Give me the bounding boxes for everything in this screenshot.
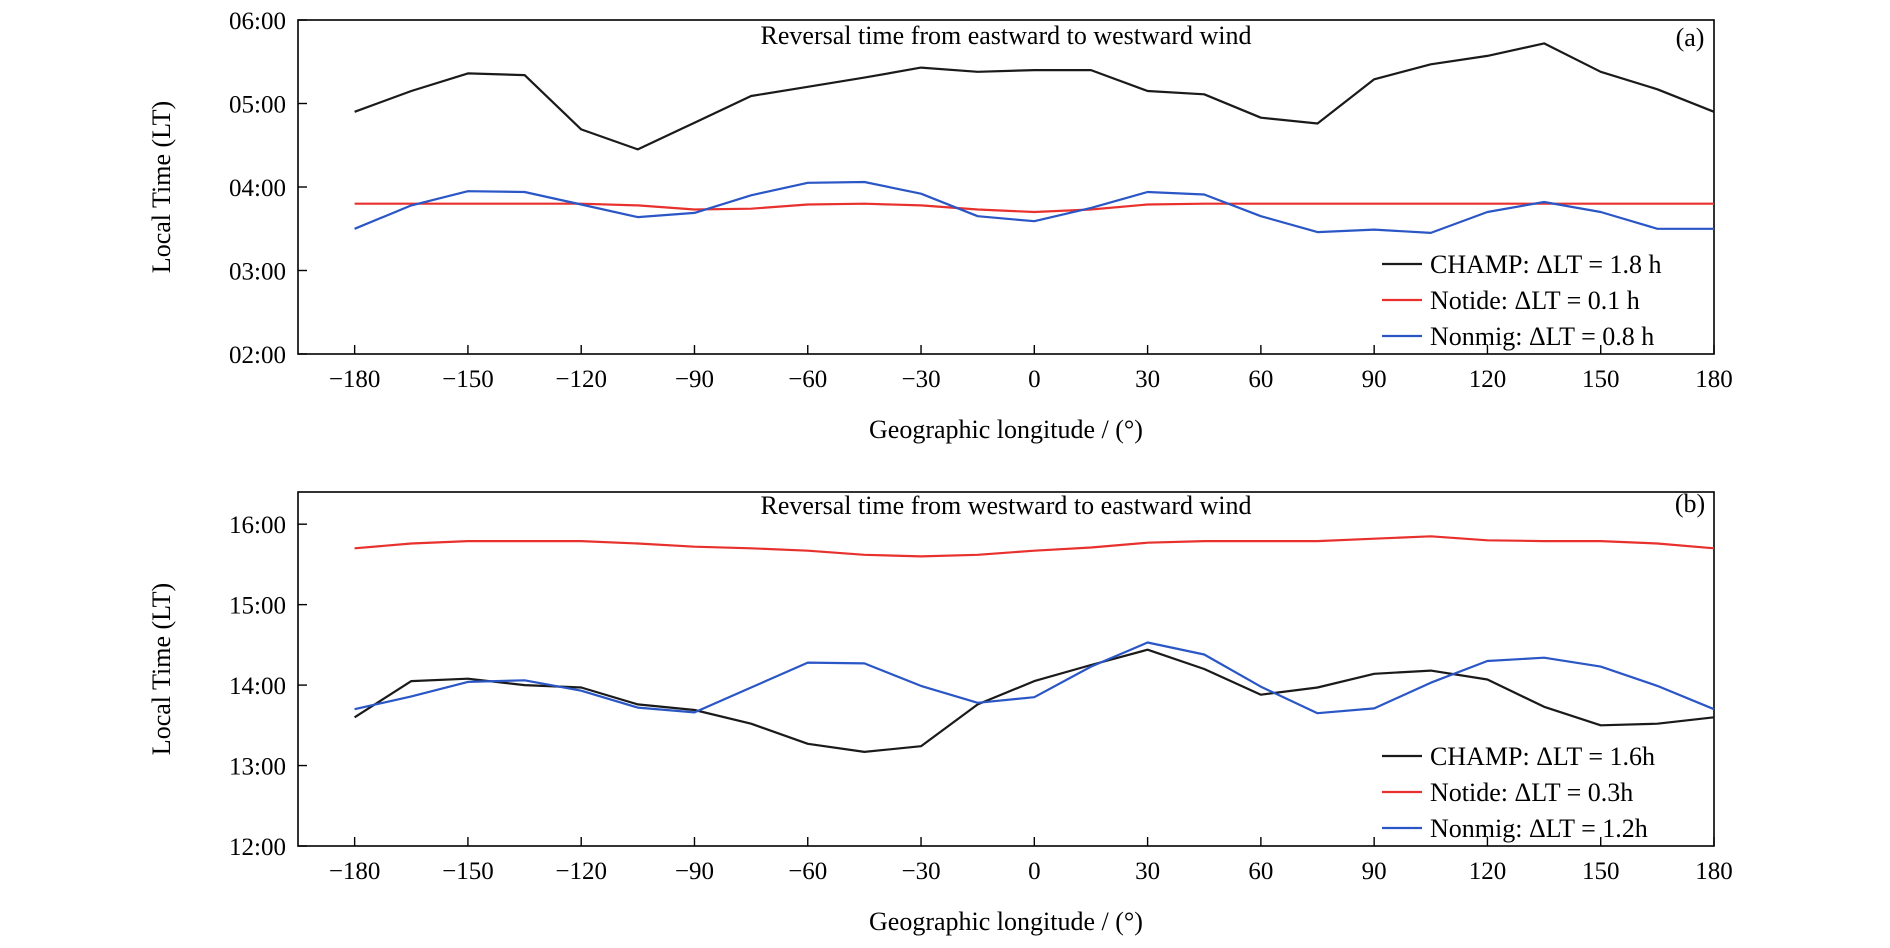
panel-b-series-line-1 [354, 648, 1715, 754]
panel-a-y-tick-label: 06:00 [229, 8, 286, 35]
panel-b-y-tick-label: 15:00 [229, 593, 286, 620]
panel-b-x-tick-label: −120 [555, 858, 607, 885]
panel-a-x-tick-label: −120 [555, 366, 607, 393]
panel-b-y-tick-label: 16:00 [229, 512, 286, 539]
panel-a-legend-entry-2: Notide: ΔLT = 0.1 h [1430, 286, 1640, 315]
panel-b-x-tick-label: −150 [442, 858, 494, 885]
panel-b-x-axis-label: Geographic longitude / (°) [869, 907, 1143, 936]
panel-b-title: Reversal time from westward to eastward … [761, 491, 1252, 520]
panel-b-x-tick-label: 60 [1248, 858, 1273, 885]
panel-b-legend-entry-2: Notide: ΔLT = 0.3h [1430, 778, 1633, 807]
panel-b-legend: CHAMP: ΔLT = 1.6h Notide: ΔLT = 0.3h Nonmi… [1382, 742, 1655, 843]
panel-b-series-line-2 [354, 535, 1715, 558]
panel-b-frame [297, 491, 1715, 847]
panel-a-series-line-1 [354, 42, 1715, 151]
panel-a-series-line-3 [354, 180, 1714, 234]
panel-b-x-tick-label: −30 [901, 858, 940, 885]
panel-b-x-tick-label: 90 [1362, 858, 1387, 885]
panel-a-x-tick-label: 90 [1362, 366, 1387, 393]
panel-a-x-axis-label: Geographic longitude / (°) [869, 415, 1143, 444]
panel-a-series-lines [354, 42, 1715, 234]
panel-b-y-tick-label: 13:00 [229, 754, 286, 781]
panel-b-x-tick-label: 30 [1135, 858, 1160, 885]
panel-a-legend-entry-1: CHAMP: ΔLT = 1.8 h [1430, 250, 1662, 279]
panel-a: Reversal time from eastward to westward … [147, 8, 1733, 444]
panel-b-label: (b) [1675, 489, 1705, 518]
panel-a-x-tick-label: 30 [1135, 366, 1160, 393]
panel-b-series-line-3 [354, 641, 1715, 715]
panel-a-x-tick-label: −60 [788, 366, 827, 393]
panel-a-legend: CHAMP: ΔLT = 1.8 h Notide: ΔLT = 0.1 h Non… [1382, 250, 1662, 351]
panel-a-x-tick-label: −180 [329, 366, 381, 393]
panel-b-x-tick-label: −60 [788, 858, 827, 885]
panel-a-title: Reversal time from eastward to westward … [761, 21, 1252, 50]
panel-b-y-axis-label: Local Time (LT) [147, 583, 176, 755]
panel-b-legend-entry-1: CHAMP: ΔLT = 1.6h [1430, 742, 1655, 771]
panel-b-series-lines [354, 535, 1715, 754]
panel-b-x-tick-label: −180 [329, 858, 381, 885]
panel-b-x-tick-label: 120 [1469, 858, 1507, 885]
panel-a-x-tick-label: −90 [675, 366, 714, 393]
panel-b-y-tick-label: 12:00 [229, 834, 286, 861]
panel-a-ticks: −180 −150 −120 −90 −60 −30 0 30 60 90 120 150 180 02:… [229, 8, 1733, 393]
panel-b-legend-entry-3: Nonmig: ΔLT = 1.2h [1430, 814, 1648, 843]
panel-b-x-tick-label: 180 [1695, 858, 1733, 885]
panel-b-ticks: −180 −150 −120 −90 −60 −30 0 30 60 90 120 150 180 12:… [229, 512, 1733, 885]
panel-a-x-tick-label: 60 [1248, 366, 1273, 393]
panel-a-y-tick-label: 03:00 [229, 259, 286, 286]
panel-b-x-tick-label: 0 [1028, 858, 1041, 885]
panel-a-y-tick-label: 05:00 [229, 92, 286, 119]
panel-b-y-tick-label: 14:00 [229, 673, 286, 700]
panel-a-y-tick-label: 02:00 [229, 342, 286, 369]
panel-a-y-tick-label: 04:00 [229, 175, 286, 202]
panel-a-y-axis-label: Local Time (LT) [147, 101, 176, 273]
panel-a-x-tick-label: 120 [1469, 366, 1507, 393]
panel-a-x-tick-label: 0 [1028, 366, 1041, 393]
panel-b-x-tick-label: −90 [675, 858, 714, 885]
panel-a-label: (a) [1676, 23, 1705, 52]
panel-a-x-tick-label: −30 [901, 366, 940, 393]
panel-b: Reversal time from westward to eastward … [147, 489, 1733, 936]
panel-a-legend-entry-3: Nonmig: ΔLT = 0.8 h [1430, 322, 1654, 351]
panel-a-x-tick-label: 150 [1582, 366, 1620, 393]
panel-a-x-tick-label: −150 [442, 366, 494, 393]
panel-b-x-tick-label: 150 [1582, 858, 1620, 885]
panel-a-x-tick-label: 180 [1695, 366, 1733, 393]
